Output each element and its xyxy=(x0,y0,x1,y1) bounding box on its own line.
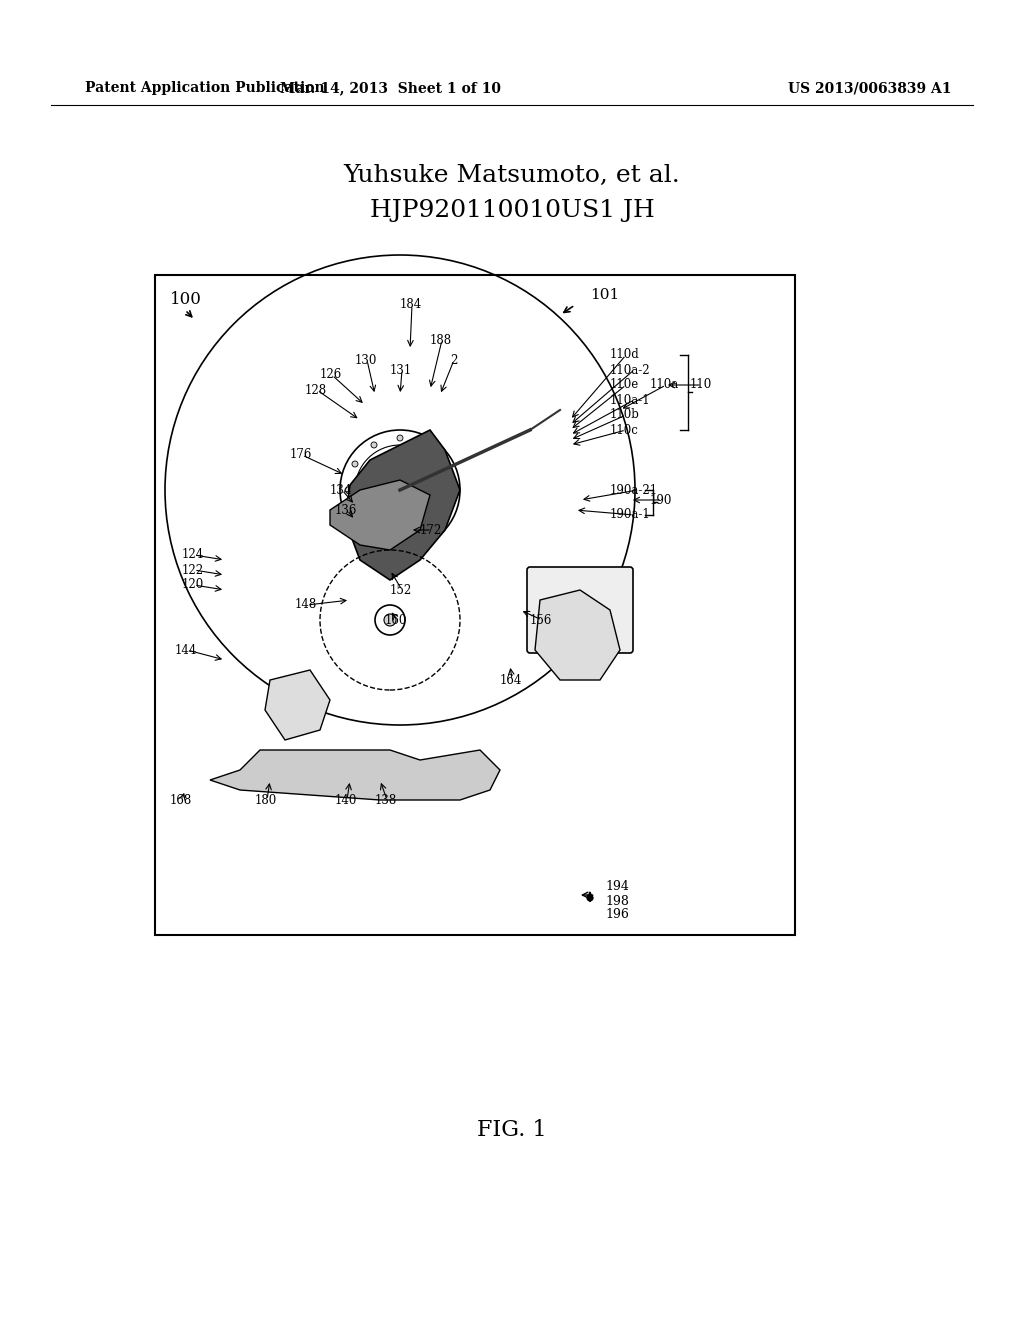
Circle shape xyxy=(371,532,377,539)
Circle shape xyxy=(442,513,449,519)
Circle shape xyxy=(423,532,429,539)
Circle shape xyxy=(384,614,396,626)
Polygon shape xyxy=(535,590,620,680)
Text: 190a-21: 190a-21 xyxy=(610,483,658,496)
Bar xyxy=(155,275,795,935)
Text: 110a: 110a xyxy=(650,379,679,392)
Text: 176: 176 xyxy=(290,449,312,462)
Text: 198: 198 xyxy=(605,895,629,908)
Text: 110: 110 xyxy=(690,379,713,392)
Text: 168: 168 xyxy=(170,793,193,807)
Text: 144: 144 xyxy=(175,644,198,656)
Circle shape xyxy=(352,513,358,519)
Text: 140: 140 xyxy=(335,793,357,807)
Circle shape xyxy=(375,605,406,635)
Circle shape xyxy=(449,487,455,492)
Text: 190: 190 xyxy=(650,494,673,507)
Text: 136: 136 xyxy=(335,503,357,516)
Text: 194: 194 xyxy=(605,880,629,894)
Text: FIG. 1: FIG. 1 xyxy=(477,1119,547,1140)
Text: Yuhsuke Matsumoto, et al.: Yuhsuke Matsumoto, et al. xyxy=(344,164,680,186)
Text: 134: 134 xyxy=(330,483,352,496)
Text: US 2013/0063839 A1: US 2013/0063839 A1 xyxy=(788,81,951,95)
Circle shape xyxy=(397,436,403,441)
Circle shape xyxy=(442,461,449,467)
FancyBboxPatch shape xyxy=(527,568,633,653)
Polygon shape xyxy=(210,750,500,800)
Text: 190a-1: 190a-1 xyxy=(610,508,650,521)
Text: 124: 124 xyxy=(182,549,204,561)
Text: Mar. 14, 2013  Sheet 1 of 10: Mar. 14, 2013 Sheet 1 of 10 xyxy=(280,81,501,95)
Text: 110b: 110b xyxy=(610,408,640,421)
Text: 156: 156 xyxy=(530,614,552,627)
Text: 120: 120 xyxy=(182,578,204,591)
Polygon shape xyxy=(265,671,330,741)
Text: 160: 160 xyxy=(385,614,408,627)
Circle shape xyxy=(397,539,403,545)
Text: 180: 180 xyxy=(255,793,278,807)
Text: 188: 188 xyxy=(430,334,453,346)
Text: 130: 130 xyxy=(355,354,378,367)
Text: 152: 152 xyxy=(390,583,413,597)
Text: 110a-2: 110a-2 xyxy=(610,363,650,376)
Text: 128: 128 xyxy=(305,384,327,396)
Text: 110e: 110e xyxy=(610,379,639,392)
Text: 126: 126 xyxy=(319,368,342,381)
Text: 138: 138 xyxy=(375,793,397,807)
Text: HJP920110010US1 JH: HJP920110010US1 JH xyxy=(370,198,654,222)
Text: 148: 148 xyxy=(295,598,317,611)
Text: 131: 131 xyxy=(390,363,413,376)
Text: 184: 184 xyxy=(400,298,422,312)
Text: 196: 196 xyxy=(605,908,629,921)
Text: 122: 122 xyxy=(182,564,204,577)
Circle shape xyxy=(423,442,429,447)
Text: 110a-1: 110a-1 xyxy=(610,393,650,407)
Text: 110c: 110c xyxy=(610,424,639,437)
Polygon shape xyxy=(330,480,430,550)
Text: 100: 100 xyxy=(170,292,202,309)
Circle shape xyxy=(587,895,593,902)
Text: 172: 172 xyxy=(420,524,442,536)
Text: 110d: 110d xyxy=(610,348,640,362)
Text: 164: 164 xyxy=(500,673,522,686)
Text: 2: 2 xyxy=(450,354,458,367)
Polygon shape xyxy=(345,430,460,579)
Circle shape xyxy=(371,442,377,447)
Text: Patent Application Publication: Patent Application Publication xyxy=(85,81,325,95)
Circle shape xyxy=(352,461,358,467)
Circle shape xyxy=(345,487,351,492)
Text: 101: 101 xyxy=(590,288,620,302)
